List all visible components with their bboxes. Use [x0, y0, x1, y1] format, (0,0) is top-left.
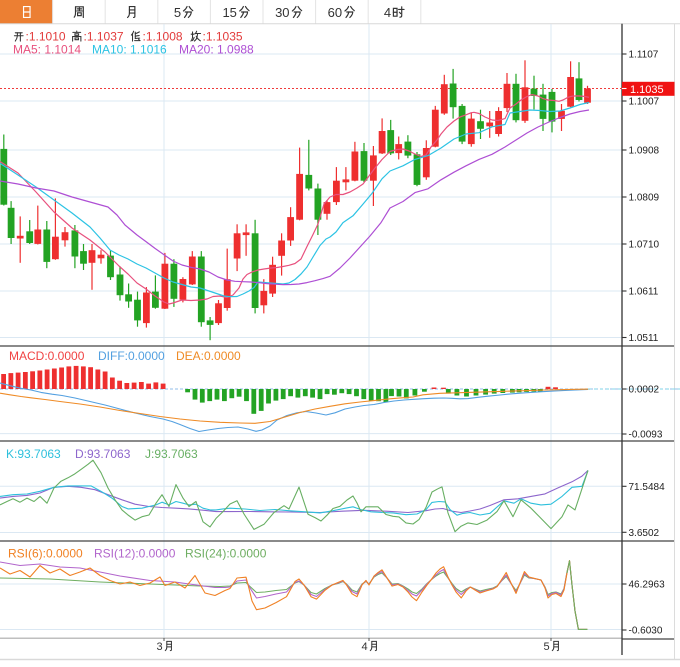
- svg-text:D:93.7063: D:93.7063: [75, 447, 131, 461]
- svg-text:RSI(6):0.0000: RSI(6):0.0000: [8, 547, 83, 561]
- svg-text:-0.6030: -0.6030: [629, 626, 663, 637]
- svg-text:MA20: 1.0988: MA20: 1.0988: [179, 43, 254, 57]
- svg-text:3.6502: 3.6502: [629, 528, 660, 539]
- svg-text:60: 60: [328, 5, 342, 20]
- svg-text:1.0809: 1.0809: [629, 193, 660, 204]
- svg-text:1.1107: 1.1107: [629, 50, 659, 61]
- svg-text:J:93.7063: J:93.7063: [145, 447, 198, 461]
- svg-text:3: 3: [157, 641, 163, 653]
- svg-text:0.0002: 0.0002: [629, 385, 660, 396]
- svg-text:RSI(24):0.0000: RSI(24):0.0000: [185, 547, 267, 561]
- svg-text::1.1037: :1.1037: [84, 30, 124, 44]
- svg-text:30: 30: [275, 5, 289, 20]
- svg-text:1.0908: 1.0908: [629, 146, 660, 157]
- svg-text:RSI(12):0.0000: RSI(12):0.0000: [94, 547, 176, 561]
- svg-text:71.5484: 71.5484: [629, 482, 666, 493]
- svg-text:DEA:0.0000: DEA:0.0000: [176, 349, 241, 363]
- svg-text:MACD:0.0000: MACD:0.0000: [9, 349, 85, 363]
- svg-text::1.1010: :1.1010: [26, 30, 66, 44]
- svg-text:46.2963: 46.2963: [629, 580, 666, 591]
- svg-text:4: 4: [384, 5, 391, 20]
- svg-text:5: 5: [174, 5, 181, 20]
- svg-text:1.1007: 1.1007: [629, 97, 660, 108]
- svg-text:5: 5: [544, 641, 550, 653]
- svg-text:1.0511: 1.0511: [629, 333, 659, 344]
- svg-text::1.1008: :1.1008: [143, 30, 183, 44]
- svg-text:-0.0093: -0.0093: [629, 430, 663, 441]
- svg-text:K:93.7063: K:93.7063: [6, 447, 61, 461]
- svg-text::1.1035: :1.1035: [203, 30, 243, 44]
- svg-text:MA10: 1.1016: MA10: 1.1016: [92, 43, 167, 57]
- svg-text:1.0611: 1.0611: [629, 287, 659, 298]
- svg-text:15: 15: [222, 5, 236, 20]
- svg-text:MA5: 1.1014: MA5: 1.1014: [13, 43, 81, 57]
- svg-text:4: 4: [362, 641, 368, 653]
- svg-text:DIFF:0.0000: DIFF:0.0000: [98, 349, 165, 363]
- svg-text:1.0710: 1.0710: [629, 240, 660, 251]
- svg-text:1.1035: 1.1035: [630, 84, 664, 96]
